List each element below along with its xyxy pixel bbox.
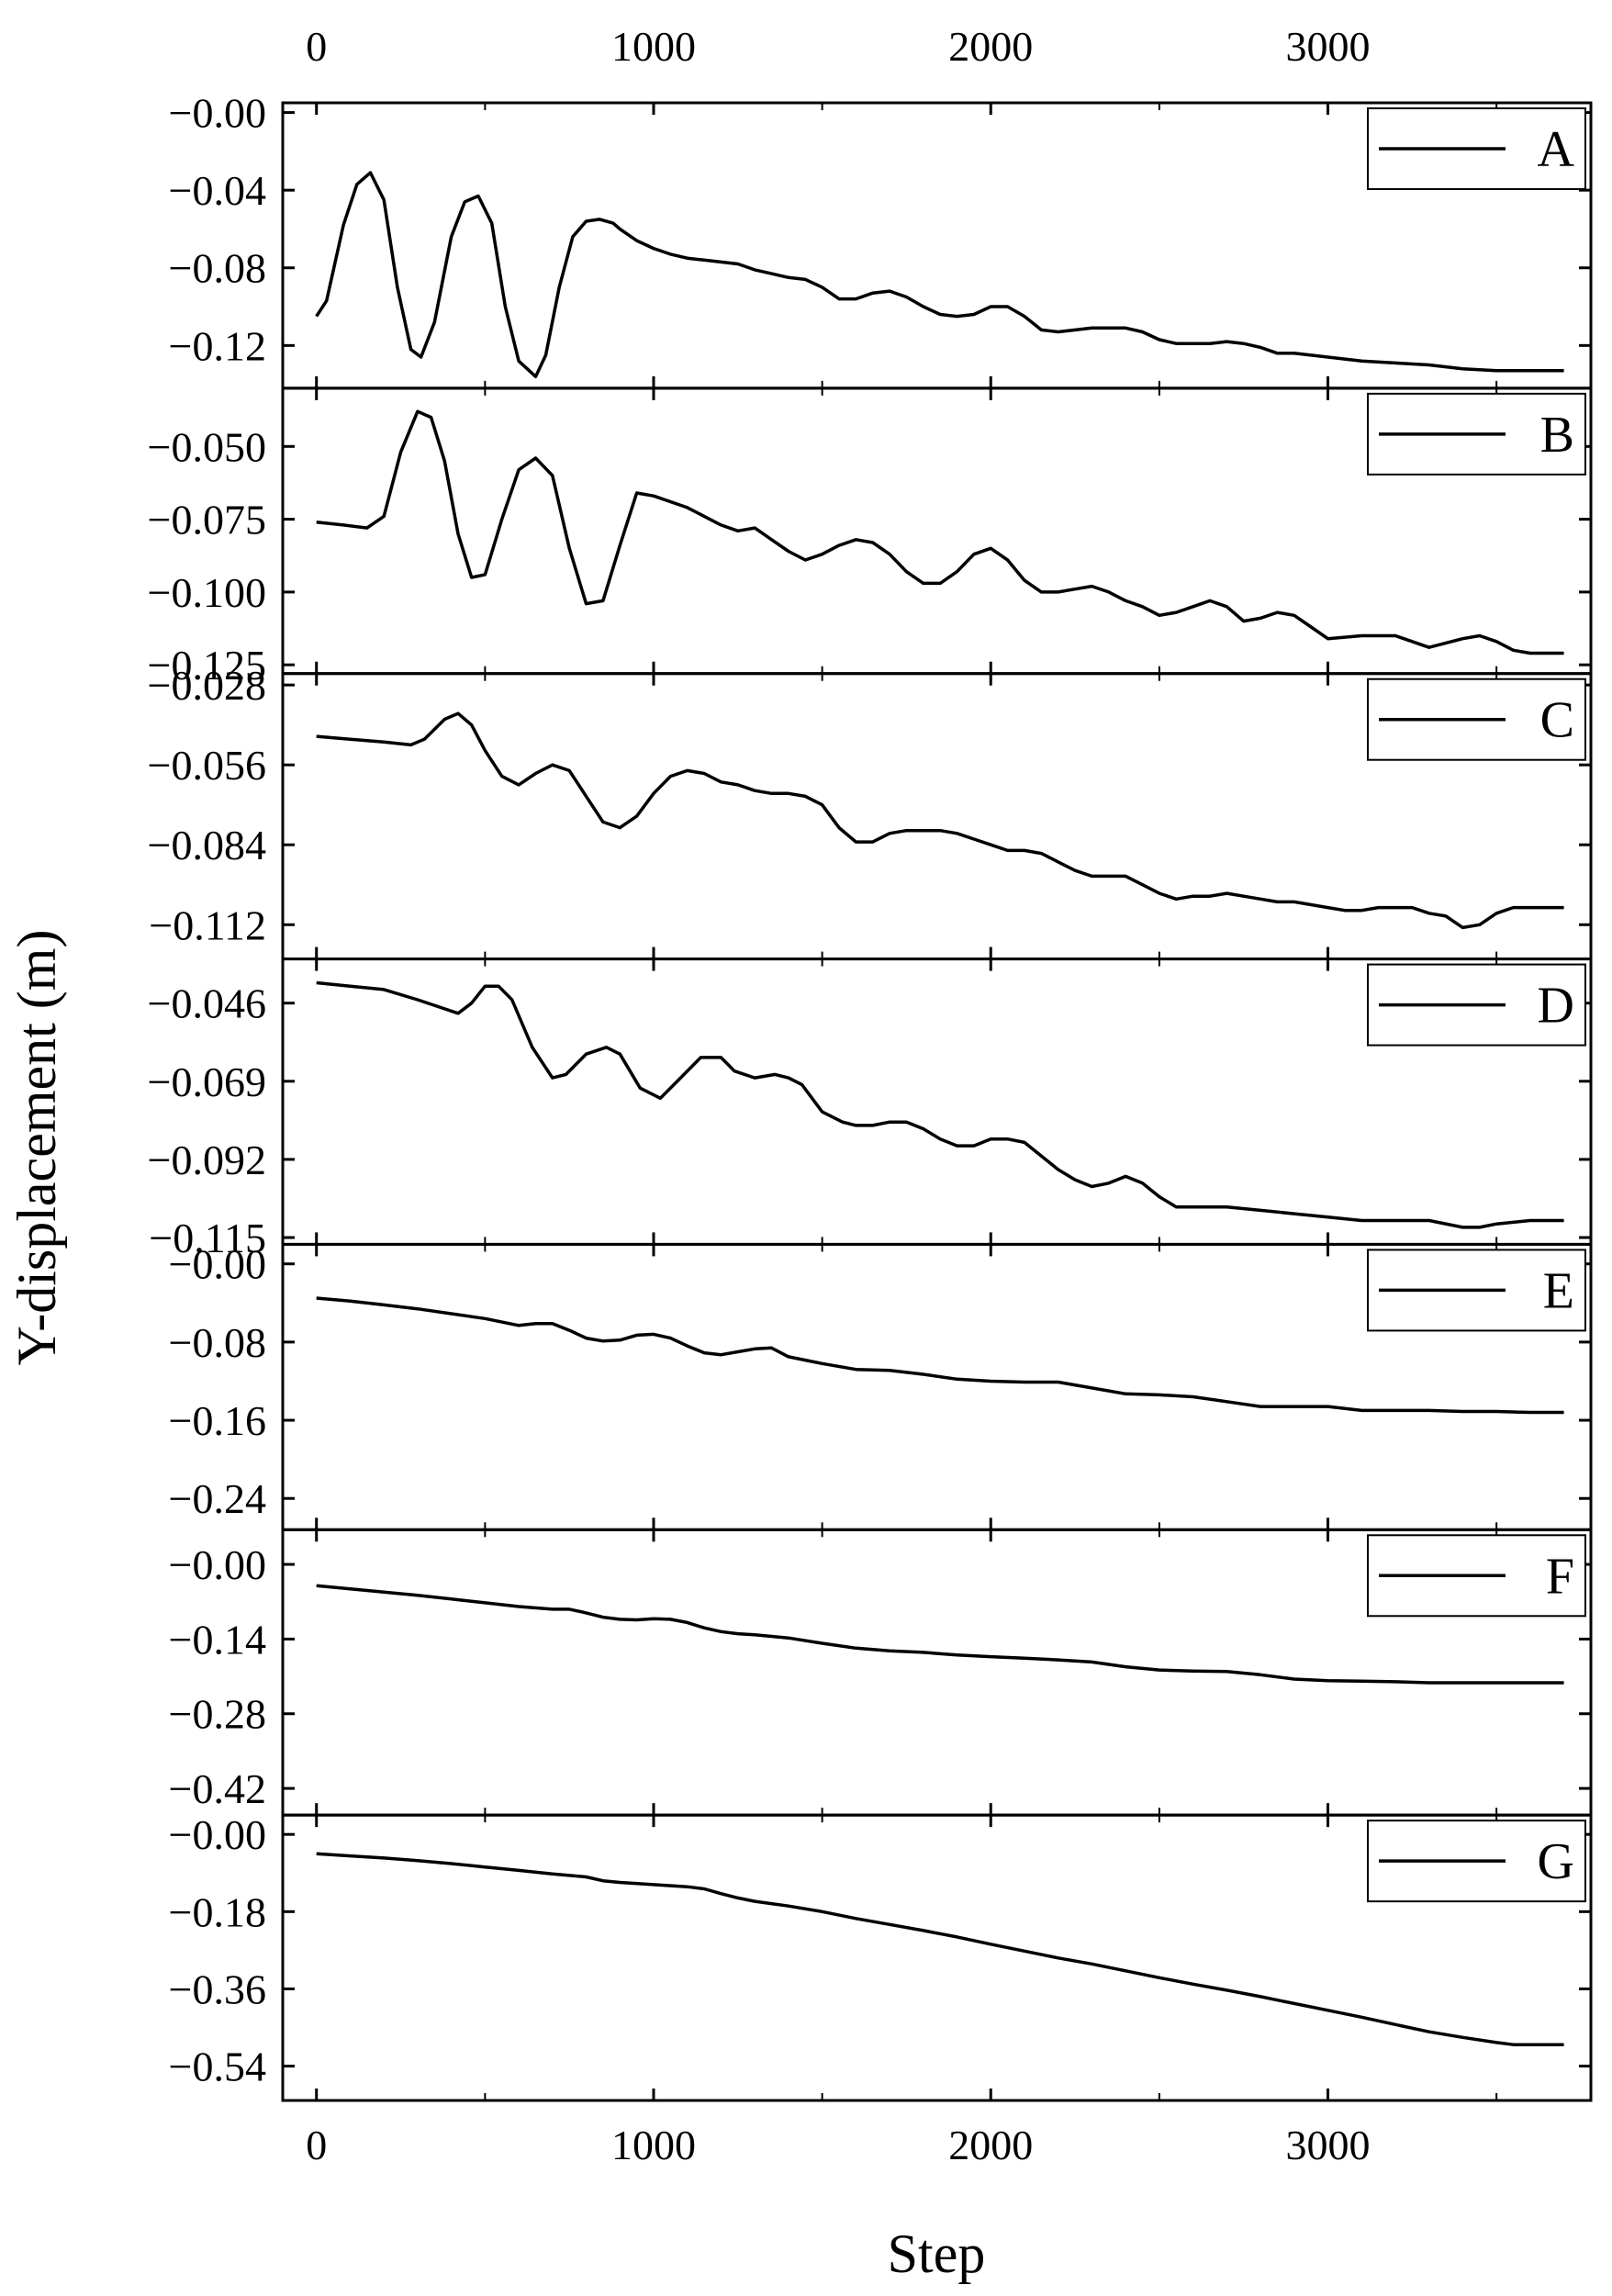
- panel-b: −0.050 −0.075 −0.100 −0.125 B: [148, 386, 1593, 689]
- series-line-d: [316, 980, 1564, 1229]
- x-axis-title: Step: [888, 2223, 986, 2284]
- y-tick-label: −0.092: [148, 1137, 266, 1183]
- x-tick-label-top: 1000: [611, 23, 696, 70]
- panel-d: −0.046 −0.069 −0.092 −0.115 D: [148, 958, 1593, 1261]
- series-line-f: [316, 1584, 1564, 1685]
- y-tick-label: −0.16: [169, 1397, 266, 1444]
- y-axis-title: Y-displacement (m): [6, 930, 67, 1366]
- y-tick-label: −0.00: [169, 1811, 266, 1858]
- y-tick-label: −0.36: [169, 1966, 266, 2012]
- y-tick-label: −0.14: [169, 1616, 266, 1663]
- y-tick-label: −0.08: [169, 1319, 266, 1366]
- y-tick-label: −0.12: [169, 322, 266, 369]
- series-line-c: [316, 711, 1564, 930]
- y-tick-label: −0.084: [148, 822, 266, 868]
- y-tick-label: −0.42: [169, 1765, 266, 1812]
- y-tick-label: −0.18: [169, 1888, 266, 1935]
- x-tick-label-top: 0: [306, 23, 327, 70]
- legend-label: D: [1538, 978, 1574, 1035]
- y-tick-label: −0.050: [148, 423, 266, 470]
- y-tick-label: −0.00: [169, 1541, 266, 1588]
- y-tick-label: −0.046: [148, 980, 266, 1027]
- legend-label: F: [1546, 1548, 1574, 1605]
- x-tick-label-bottom: 3000: [1286, 2122, 1371, 2168]
- y-tick-label: −0.08: [169, 245, 266, 292]
- series-line-g: [316, 1852, 1564, 2046]
- x-tick-label-top: 2000: [948, 23, 1033, 70]
- y-tick-label: −0.28: [169, 1691, 266, 1738]
- series-line-a: [315, 171, 1564, 378]
- panel-frame: [281, 1813, 1593, 2102]
- panel-a: −0.00 −0.04 −0.08 −0.12 A: [169, 90, 1593, 390]
- panel-g: −0.00 −0.18 −0.36 −0.54 G: [169, 1811, 1593, 2102]
- x-tick-label-top: 3000: [1286, 23, 1371, 70]
- y-tick-label: −0.00: [169, 1241, 266, 1288]
- legend-label: B: [1540, 407, 1574, 464]
- series-line-b: [316, 409, 1564, 655]
- legend-label: C: [1540, 692, 1574, 749]
- series-line-e: [316, 1296, 1564, 1415]
- legend-label: G: [1538, 1833, 1574, 1890]
- panel-f: −0.00 −0.14 −0.28 −0.42 F: [169, 1528, 1593, 1817]
- y-tick-label: −0.112: [149, 902, 266, 948]
- y-tick-label: −0.54: [169, 2044, 266, 2090]
- y-tick-label: −0.069: [148, 1058, 266, 1105]
- x-tick-label-bottom: 0: [306, 2122, 327, 2168]
- panels-layer: −0.00−0.04−0.08−0.12A−0.050−0.075−0.100−…: [148, 90, 1593, 2102]
- legend-label: E: [1543, 1262, 1574, 1319]
- legend-label: A: [1538, 121, 1575, 178]
- x-tick-label-bottom: 2000: [948, 2122, 1033, 2168]
- y-tick-label: −0.125: [148, 642, 266, 689]
- x-tick-label-bottom: 1000: [611, 2122, 696, 2168]
- y-tick-label: −0.100: [148, 569, 266, 616]
- panel-e: −0.00 −0.08 −0.16 −0.24 E: [169, 1241, 1593, 1531]
- y-tick-label: −0.24: [169, 1475, 266, 1522]
- y-tick-label: −0.115: [149, 1215, 266, 1261]
- y-tick-label: −0.04: [169, 167, 266, 214]
- panel-c: −0.028 −0.056 −0.084 −0.112 C: [148, 662, 1593, 961]
- y-tick-label: −0.028: [148, 662, 266, 709]
- y-tick-label: −0.075: [148, 497, 266, 543]
- y-tick-label: −0.056: [148, 742, 266, 789]
- y-tick-label: −0.00: [169, 90, 266, 137]
- x-axis-layer: 0 0 1000 1000 2000 2000 3000 3000: [306, 23, 1370, 2168]
